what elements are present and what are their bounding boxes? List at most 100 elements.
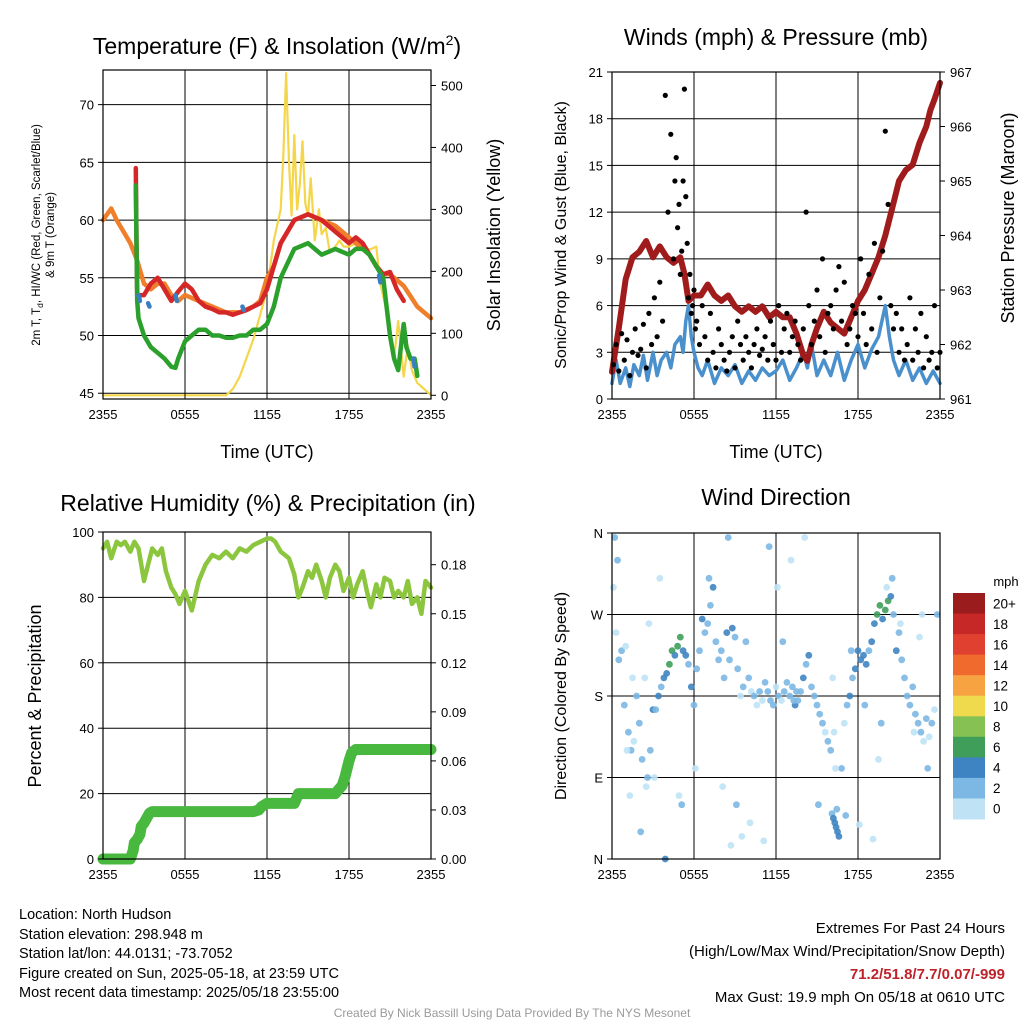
gust-point bbox=[858, 256, 864, 262]
gust-point bbox=[687, 271, 693, 277]
gust-point bbox=[866, 271, 872, 277]
direction-point bbox=[846, 692, 854, 700]
y2-tick-label: 967 bbox=[950, 65, 972, 80]
colorbar-label: 12 bbox=[993, 678, 1008, 693]
gust-point bbox=[776, 303, 782, 309]
direction-point bbox=[678, 801, 686, 809]
direction-point bbox=[897, 620, 904, 627]
gust-point bbox=[893, 310, 899, 316]
direction-point bbox=[646, 746, 654, 754]
gust-point bbox=[675, 225, 681, 231]
direction-point bbox=[765, 543, 773, 550]
y2-axis-label: Solar Insolation (Yellow) bbox=[484, 139, 504, 331]
y-axis-label-line1: 2m T, Td, HI/WC (Red, Green, Scarlet/Blu… bbox=[31, 124, 45, 346]
gust-point bbox=[825, 310, 831, 316]
direction-point bbox=[746, 819, 754, 827]
gust-point bbox=[632, 326, 638, 332]
gust-point bbox=[773, 357, 779, 363]
y-tick-label: 50 bbox=[80, 329, 94, 344]
y-tick-label: 0 bbox=[87, 852, 94, 867]
colorbar-label: 0 bbox=[993, 802, 1001, 817]
humidity-line bbox=[100, 536, 434, 617]
precipitation-line bbox=[97, 744, 437, 865]
direction-point bbox=[871, 620, 878, 627]
direction-point bbox=[666, 660, 673, 668]
direction-point bbox=[869, 835, 877, 843]
direction-point bbox=[916, 633, 923, 641]
direction-point bbox=[738, 833, 746, 840]
gust-point bbox=[839, 318, 845, 324]
gust-point bbox=[643, 365, 649, 371]
direction-point bbox=[909, 683, 917, 691]
direction-point bbox=[849, 674, 856, 682]
gust-point bbox=[662, 92, 668, 98]
gust-point bbox=[767, 318, 774, 324]
direction-point bbox=[851, 665, 859, 673]
direction-point bbox=[906, 701, 914, 709]
gust-point bbox=[694, 318, 700, 324]
direction-point bbox=[692, 765, 699, 772]
direction-point bbox=[750, 692, 758, 700]
direction-point bbox=[656, 574, 664, 582]
gust-point bbox=[726, 349, 733, 355]
gust-point bbox=[841, 279, 847, 285]
direction-point bbox=[793, 688, 800, 695]
extremes-description: (High/Low/Max Wind/Precipitation/Snow De… bbox=[689, 943, 1005, 960]
x-tick-label: 1755 bbox=[844, 867, 873, 882]
gust-point bbox=[806, 303, 812, 309]
y-axis-label: Direction (Colored By Speed) bbox=[553, 592, 570, 800]
direction-point bbox=[868, 638, 876, 646]
chart-title: Temperature (F) & Insolation (W/m2) bbox=[93, 32, 461, 59]
direction-point bbox=[701, 629, 709, 636]
direction-point bbox=[637, 828, 645, 836]
y2-tick-label: 400 bbox=[441, 140, 463, 155]
direction-point bbox=[614, 556, 621, 564]
gust-point bbox=[860, 310, 867, 316]
gust-point bbox=[781, 326, 787, 332]
colorbar-swatch bbox=[953, 736, 985, 758]
colorbar-label: 2 bbox=[993, 781, 1001, 796]
gust-point bbox=[735, 318, 741, 324]
y-axis-label: Sonic/Prop Wind & Gust (Blue, Black) bbox=[553, 101, 570, 369]
chart-title: Relative Humidity (%) & Precipitation (i… bbox=[60, 490, 475, 516]
direction-point bbox=[786, 692, 794, 700]
colorbar-label: 6 bbox=[993, 740, 1001, 755]
gust-point bbox=[833, 287, 839, 293]
direction-point bbox=[642, 783, 650, 790]
x-tick-label: 2355 bbox=[89, 867, 118, 882]
direction-point bbox=[764, 688, 772, 695]
x-tick-label: 1155 bbox=[762, 407, 790, 422]
gust-point bbox=[792, 318, 798, 324]
gust-point bbox=[770, 341, 776, 348]
gust-point bbox=[713, 365, 719, 371]
direction-point bbox=[717, 647, 725, 655]
y-axis-label-rest: , HI/WC (Red, Green, Scarlet/Blue) bbox=[31, 124, 43, 303]
y2-tick-label: 961 bbox=[950, 392, 972, 407]
gust-point bbox=[890, 326, 897, 332]
colorbar-label: 20+ bbox=[993, 596, 1016, 611]
direction-point bbox=[780, 688, 788, 695]
direction-point bbox=[835, 833, 843, 840]
gust-point bbox=[670, 256, 677, 262]
direction-point bbox=[810, 692, 818, 700]
x-tick-label: 0555 bbox=[171, 407, 200, 422]
y-axis-label: Percent & Precipitation bbox=[25, 604, 45, 787]
figure-created: Figure created on Sun, 2025-05-18, at 23… bbox=[19, 965, 339, 982]
x-tick-label: 1155 bbox=[253, 407, 281, 422]
gust-point bbox=[724, 368, 730, 374]
y-tick-label: 65 bbox=[80, 155, 94, 170]
gust-point bbox=[871, 240, 878, 246]
y2-tick-label: 963 bbox=[950, 283, 972, 298]
direction-point bbox=[635, 719, 643, 727]
y-tick-label: E bbox=[594, 771, 603, 786]
gust-point bbox=[923, 334, 929, 340]
heat-index-segment bbox=[410, 356, 417, 369]
colorbar-swatch bbox=[953, 757, 985, 779]
x-tick-label: 2355 bbox=[89, 407, 118, 422]
gust-point bbox=[814, 287, 820, 293]
gust-point bbox=[915, 349, 921, 355]
y-tick-label: 21 bbox=[589, 65, 603, 80]
y-tick-label: 60 bbox=[80, 656, 94, 671]
direction-point bbox=[924, 765, 932, 772]
y2-tick-label: 100 bbox=[441, 326, 463, 341]
